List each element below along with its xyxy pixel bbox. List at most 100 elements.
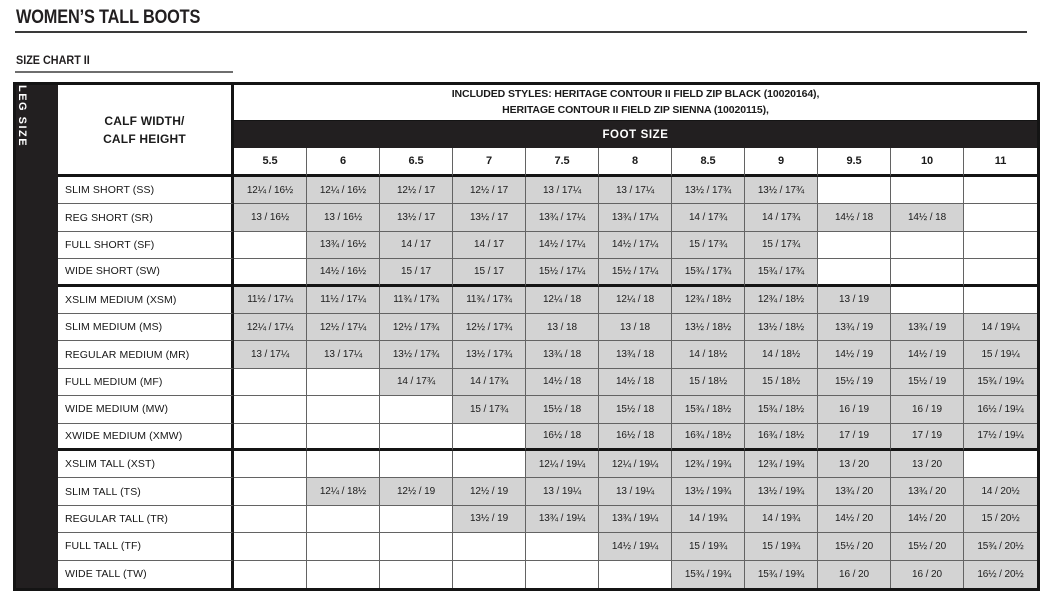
size-cell: 13¾ / 19¼: [526, 505, 599, 534]
size-cell: [599, 560, 672, 588]
size-cell: 16¾ / 18½: [745, 423, 818, 451]
size-cell: 12¼ / 18: [599, 286, 672, 314]
foot-size-column-header: 5.5: [234, 148, 307, 177]
size-chart-table: LEG SIZE CALF WIDTH/ CALF HEIGHT INCLUDE…: [13, 82, 1040, 591]
calf-width-height-header: CALF WIDTH/ CALF HEIGHT: [58, 85, 234, 177]
size-cell: 13 / 20: [818, 450, 891, 479]
included-styles-line2: HERITAGE CONTOUR II FIELD ZIP SIENNA (10…: [502, 103, 769, 116]
size-cell: 14 / 19¾: [672, 505, 745, 534]
size-cell: 13¾ / 20: [818, 478, 891, 506]
size-cell: 15 / 17¾: [745, 231, 818, 260]
size-cell: 13¾ / 18: [526, 341, 599, 369]
size-cell: 16 / 20: [891, 560, 964, 588]
size-cell: [234, 560, 307, 588]
size-cell: 14 / 17¾: [672, 204, 745, 232]
size-cell: 13¾ / 17¼: [526, 204, 599, 232]
size-cell: [526, 560, 599, 588]
size-cell: 15 / 18½: [745, 368, 818, 397]
size-cell: [453, 560, 526, 588]
size-cell: 12¼ / 16½: [307, 177, 380, 205]
size-cell: 13 / 17¼: [526, 177, 599, 205]
row-label: SLIM SHORT (SS): [58, 177, 234, 205]
size-cell: 12¼ / 17¼: [234, 313, 307, 342]
size-cell: 11¾ / 17¾: [380, 286, 453, 314]
size-cell: 14½ / 20: [891, 505, 964, 534]
size-cell: 15 / 17¾: [672, 231, 745, 260]
size-cell: 14 / 17: [453, 231, 526, 260]
size-cell: [307, 396, 380, 424]
size-cell: 12¾ / 18½: [745, 286, 818, 314]
size-cell: 15¾ / 18½: [745, 396, 818, 424]
size-cell: 13 / 17¼: [234, 341, 307, 369]
size-cell: [234, 533, 307, 561]
size-cell: 14½ / 18: [818, 204, 891, 232]
size-cell: 13 / 20: [891, 450, 964, 479]
size-cell: [307, 450, 380, 479]
size-cell: 13 / 16½: [307, 204, 380, 232]
size-cell: [818, 259, 891, 287]
size-cell: [380, 533, 453, 561]
size-cell: 17 / 19: [818, 423, 891, 451]
row-label: REG SHORT (SR): [58, 204, 234, 232]
size-cell: 13½ / 17¾: [672, 177, 745, 205]
size-cell: 12¾ / 19¾: [672, 450, 745, 479]
size-cell: 13¾ / 19: [891, 313, 964, 342]
row-label: XSLIM TALL (XST): [58, 450, 234, 479]
size-cell: 14 / 19¾: [745, 505, 818, 534]
size-cell: 12¼ / 19¼: [599, 450, 672, 479]
row-label: SLIM MEDIUM (MS): [58, 313, 234, 342]
row-label: REGULAR TALL (TR): [58, 505, 234, 534]
size-cell: 11½ / 17¼: [234, 286, 307, 314]
size-cell: 13¾ / 17¼: [599, 204, 672, 232]
foot-size-column-header: 7.5: [526, 148, 599, 177]
size-cell: [307, 533, 380, 561]
size-cell: [307, 560, 380, 588]
size-cell: 12½ / 17¼: [307, 313, 380, 342]
size-cell: 14½ / 16½: [307, 259, 380, 287]
size-cell: 15½ / 18: [526, 396, 599, 424]
page-title: WOMEN’S TALL BOOTS: [16, 7, 201, 28]
size-cell: [234, 423, 307, 451]
size-cell: 14 / 18½: [745, 341, 818, 369]
size-cell: 17 / 19: [891, 423, 964, 451]
row-label: FULL MEDIUM (MF): [58, 368, 234, 397]
size-cell: 14½ / 19: [891, 341, 964, 369]
size-cell: 15 / 19¼: [964, 341, 1037, 369]
size-cell: 14½ / 17¼: [599, 231, 672, 260]
size-cell: 15¾ / 19¾: [745, 560, 818, 588]
size-cell: [818, 231, 891, 260]
size-cell: 12¼ / 18: [526, 286, 599, 314]
foot-size-column-header: 6: [307, 148, 380, 177]
size-cell: [818, 177, 891, 205]
size-cell: [380, 450, 453, 479]
size-cell: 15½ / 18: [599, 396, 672, 424]
size-cell: [891, 259, 964, 287]
size-cell: [380, 505, 453, 534]
size-cell: 14½ / 18: [599, 368, 672, 397]
size-cell: 13¾ / 18: [599, 341, 672, 369]
size-cell: 13½ / 18½: [745, 313, 818, 342]
size-cell: 15¾ / 17¾: [672, 259, 745, 287]
size-cell: 15 / 17: [453, 259, 526, 287]
row-label: FULL SHORT (SF): [58, 231, 234, 260]
foot-size-column-header: 9: [745, 148, 818, 177]
leg-size-axis-label: LEG SIZE: [16, 85, 28, 148]
size-cell: 14½ / 18: [891, 204, 964, 232]
size-cell: [234, 505, 307, 534]
foot-size-column-header: 9.5: [818, 148, 891, 177]
size-cell: 13½ / 19: [453, 505, 526, 534]
size-cell: 16 / 19: [818, 396, 891, 424]
size-cell: 15 / 18½: [672, 368, 745, 397]
size-cell: [891, 177, 964, 205]
size-cell: [380, 423, 453, 451]
size-cell: [453, 423, 526, 451]
size-cell: 13½ / 17¾: [453, 341, 526, 369]
included-styles-line1: INCLUDED STYLES: HERITAGE CONTOUR II FIE…: [451, 88, 820, 101]
foot-size-column-header: 8.5: [672, 148, 745, 177]
row-label: REGULAR MEDIUM (MR): [58, 341, 234, 369]
size-cell: 14½ / 18: [526, 368, 599, 397]
size-cell: 13 / 19: [818, 286, 891, 314]
size-cell: 14 / 17¾: [380, 368, 453, 397]
size-cell: [380, 560, 453, 588]
size-cell: 13½ / 18½: [672, 313, 745, 342]
